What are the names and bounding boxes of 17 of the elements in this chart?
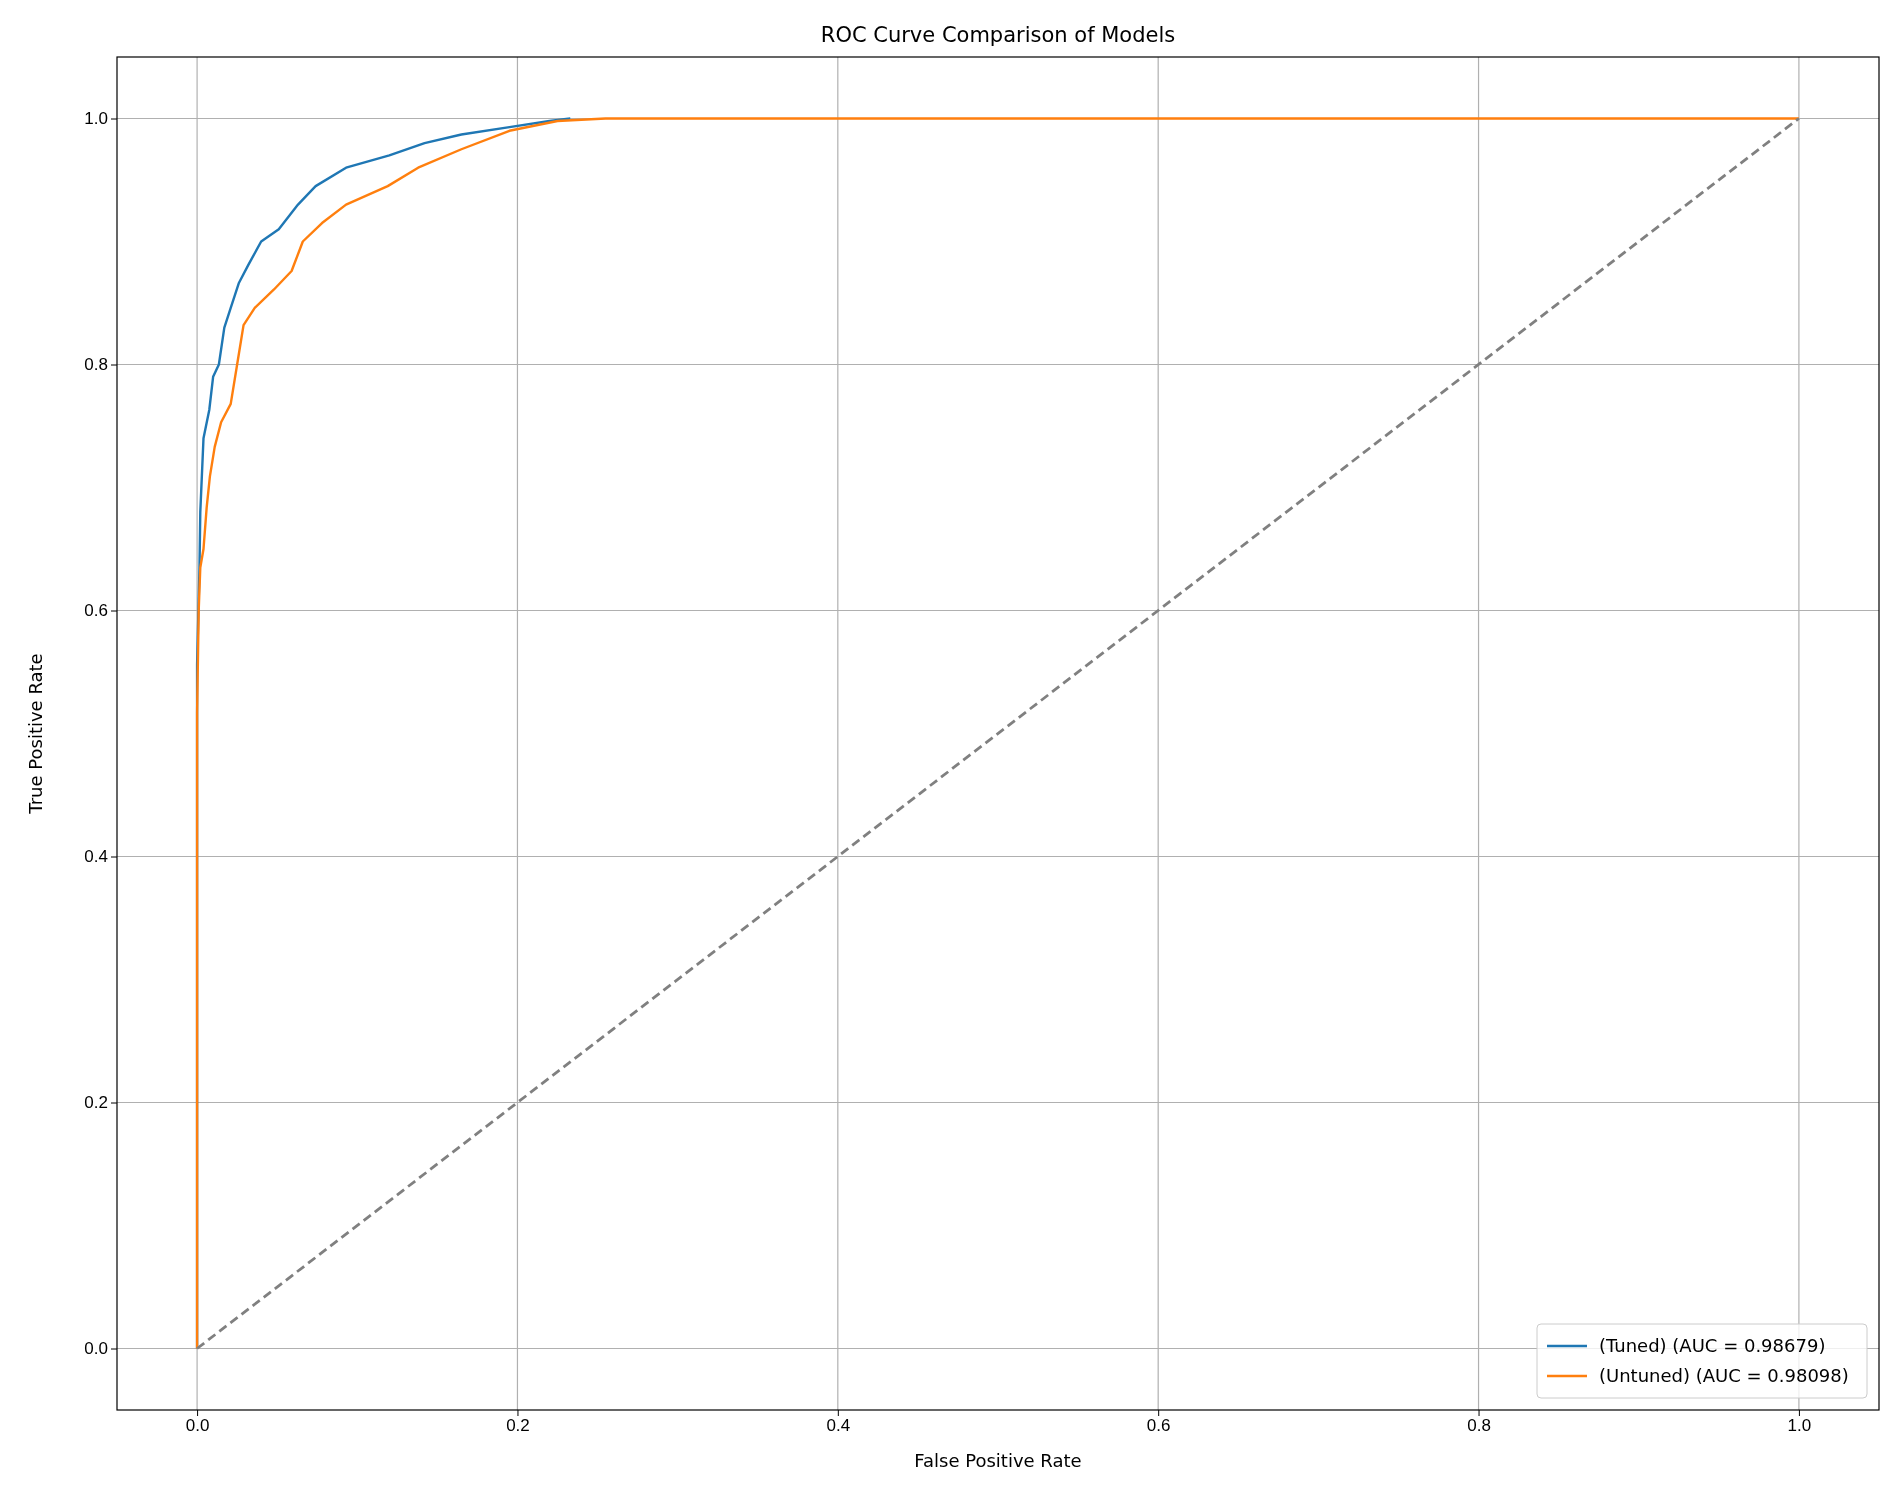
x-tick-label: 0.8 — [1467, 1416, 1491, 1436]
legend-label: (Untuned) (AUC = 0.98098) — [1599, 1365, 1849, 1386]
legend-label: (Tuned) (AUC = 0.98679) — [1599, 1335, 1826, 1356]
x-axis-title: False Positive Rate — [914, 1450, 1082, 1471]
chart-title: ROC Curve Comparison of Models — [820, 23, 1176, 47]
y-tick-label: 1.0 — [84, 109, 108, 129]
x-tick-label: 0.4 — [826, 1416, 851, 1436]
y-tick-label: 0.6 — [84, 601, 108, 621]
y-axis-title: True Positive Rate — [25, 653, 46, 815]
y-tick-label: 0.8 — [84, 355, 108, 375]
y-tick-label: 0.4 — [84, 847, 108, 867]
y-tick-label: 0.0 — [84, 1339, 108, 1359]
x-tick-label: 1.0 — [1787, 1416, 1812, 1436]
x-tick-label: 0.2 — [506, 1416, 530, 1436]
x-tick-label: 0.0 — [185, 1416, 210, 1436]
x-tick-label: 0.6 — [1146, 1416, 1171, 1436]
y-tick-label: 0.2 — [84, 1093, 108, 1113]
